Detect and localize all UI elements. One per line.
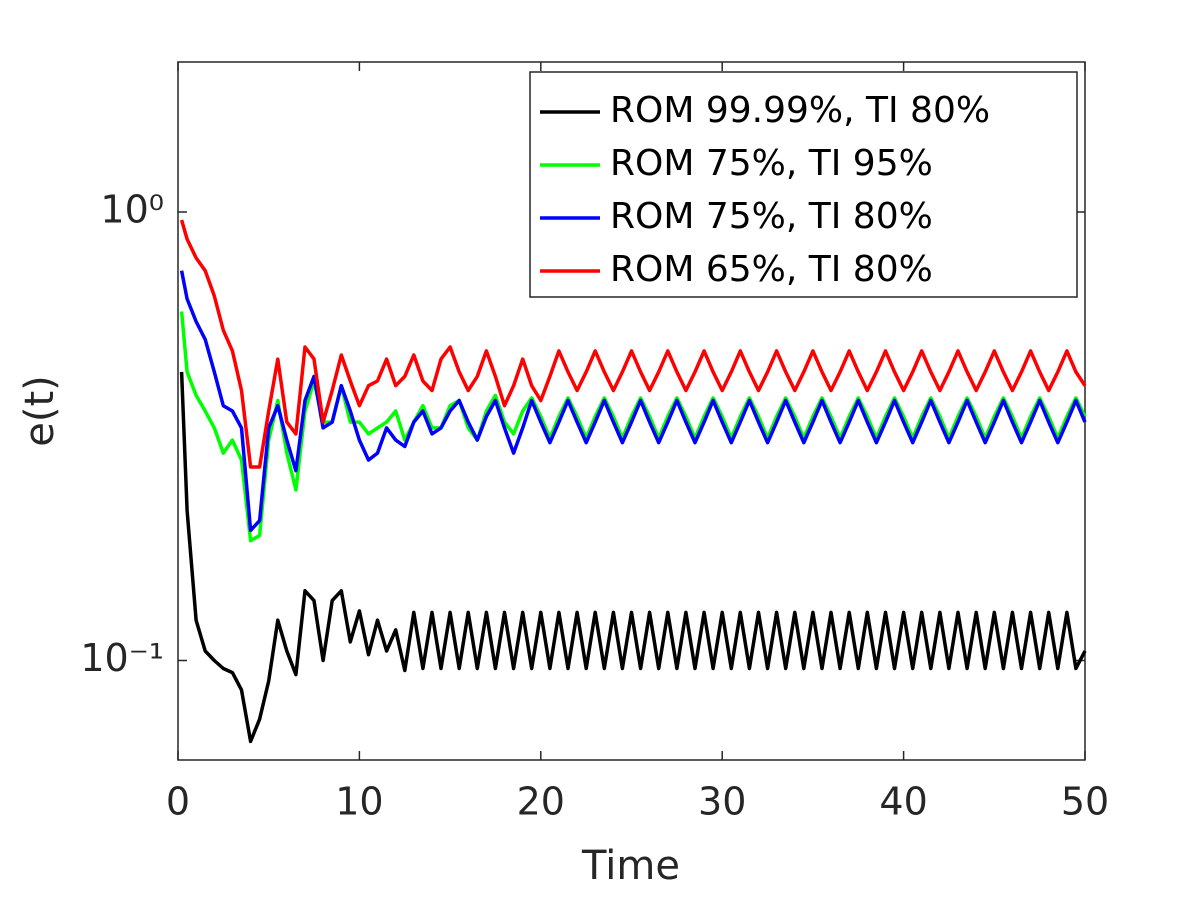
x-axis-label: Time — [581, 843, 680, 889]
y-tick-label: 10⁻¹ — [80, 636, 164, 680]
series-line — [179, 371, 1087, 744]
series-line — [179, 219, 1087, 469]
legend-label: ROM 99.99%, TI 80% — [610, 90, 990, 131]
x-tick-label: 10 — [335, 780, 383, 824]
x-tick-label: 40 — [879, 780, 927, 824]
x-tick-label: 50 — [1061, 780, 1109, 824]
y-axis-label: e(t) — [17, 375, 63, 447]
legend-label: ROM 75%, TI 95% — [610, 143, 933, 184]
legend-label: ROM 65%, TI 80% — [610, 249, 933, 290]
legend-label: ROM 75%, TI 80% — [610, 196, 933, 237]
x-tick-label: 20 — [517, 780, 565, 824]
legend-box — [529, 71, 1078, 298]
x-tick-label: 30 — [698, 780, 746, 824]
y-tick-label: 10⁰ — [100, 188, 164, 232]
x-tick-label: 0 — [166, 780, 190, 824]
series-line — [179, 270, 1087, 533]
